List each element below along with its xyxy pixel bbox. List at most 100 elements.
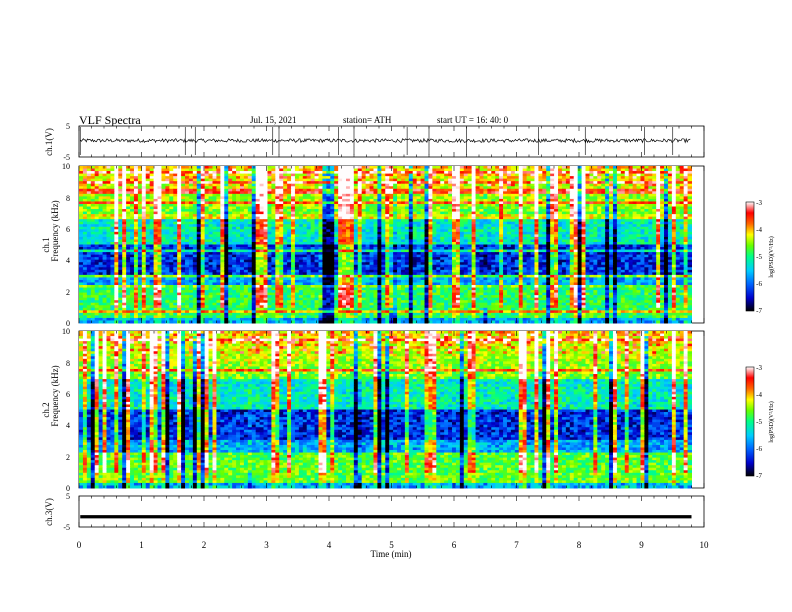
spectrogram-cell xyxy=(259,166,265,170)
spectrogram-cell xyxy=(377,181,382,185)
spectrogram-cell xyxy=(137,173,143,177)
spectrogram-cell xyxy=(365,188,371,192)
spectrogram-cell xyxy=(683,191,689,195)
spectrogram-cell xyxy=(585,183,590,187)
spectrogram-cell xyxy=(141,188,147,192)
spectrogram-cell xyxy=(349,193,355,197)
spectrogram-cell xyxy=(173,166,178,170)
spectrogram-cell xyxy=(251,178,257,182)
spectrogram-cell xyxy=(565,176,571,180)
spectrogram-cell xyxy=(683,181,689,185)
spectrogram-cell xyxy=(310,173,316,177)
spectrogram-cell xyxy=(381,186,386,190)
spectrogram-cell xyxy=(518,181,524,185)
spectrogram-cell xyxy=(236,166,241,170)
spectrogram-cell xyxy=(157,183,162,187)
spectrogram-cell xyxy=(459,181,465,185)
spectrogram-cell xyxy=(448,176,453,180)
spectrogram-cell xyxy=(322,168,327,172)
spectrogram-cell xyxy=(79,176,84,180)
date-label: Jul. 15, 2021 xyxy=(250,115,297,125)
spectrogram-cell xyxy=(345,168,351,172)
spectrogram-cell xyxy=(169,188,174,192)
spectrogram-cell xyxy=(161,191,166,195)
spectrogram-cell xyxy=(369,166,374,170)
spectrogram-cell xyxy=(86,183,92,187)
spectrogram-cell xyxy=(216,168,221,172)
spectrogram-cell xyxy=(471,166,477,170)
spectrogram-cell xyxy=(188,181,194,185)
spectrogram-cell xyxy=(550,173,555,177)
spectrogram-cell xyxy=(432,181,437,185)
spectrogram-cell xyxy=(620,181,626,185)
spectrogram-cell xyxy=(137,176,143,180)
spectrogram-cell xyxy=(275,168,280,172)
spectrogram-cell xyxy=(302,183,308,187)
spectrogram-cell xyxy=(216,186,221,190)
spectrogram-cell xyxy=(667,183,673,187)
spectrogram-cell xyxy=(550,168,555,172)
spectrogram-cell xyxy=(609,188,614,192)
spectrogram-cell xyxy=(577,171,583,175)
spectrogram-cell xyxy=(581,186,586,190)
spectrogram-cell xyxy=(385,176,390,180)
spectrogram-cell xyxy=(452,183,457,187)
spectrogram-cell xyxy=(185,183,190,187)
spectrogram-cell xyxy=(400,191,406,195)
spectrogram-cell xyxy=(503,171,508,175)
spectrogram-cell xyxy=(558,178,563,182)
spectrogram-cell xyxy=(106,166,111,170)
spectrogram-cell xyxy=(169,168,174,172)
spectrogram-cell xyxy=(664,181,669,185)
spectrogram-cell xyxy=(247,171,253,175)
spectrogram-cell xyxy=(522,166,528,170)
spectrogram-cell xyxy=(98,166,104,170)
spectrogram-cell xyxy=(322,186,327,190)
spectrogram-cell xyxy=(228,168,233,172)
spectrogram-cell xyxy=(208,173,213,177)
spectrogram-cell xyxy=(412,178,418,182)
spectrogram-cell xyxy=(220,173,225,177)
spectrogram-cell xyxy=(483,173,488,177)
spectrogram-cell xyxy=(263,173,268,177)
spectrogram-cell xyxy=(475,191,480,195)
spectrogram-cell xyxy=(597,168,602,172)
spectrogram-cell xyxy=(212,188,217,192)
spectrogram-cell xyxy=(377,168,382,172)
spectrogram-cell xyxy=(145,181,151,185)
spectrogram-cell xyxy=(334,186,339,190)
spectrogram-cell xyxy=(130,193,135,197)
spectrogram-cell xyxy=(687,191,692,195)
spectrogram-cell xyxy=(377,188,382,192)
spectrogram-cell xyxy=(161,176,166,180)
spectrogram-cell xyxy=(122,193,127,197)
spectrogram-cell xyxy=(538,188,543,192)
spectrogram-cell xyxy=(82,191,88,195)
spectrogram-cell xyxy=(683,183,689,187)
spectrogram-cell xyxy=(660,178,665,182)
spectrogram-cell xyxy=(667,188,673,192)
spectrogram-cell xyxy=(679,168,685,172)
spectrogram-cell xyxy=(302,178,308,182)
spectrogram-cell xyxy=(330,173,335,177)
spectrogram-cell xyxy=(534,181,539,185)
spectrogram-cell xyxy=(200,168,206,172)
spectrogram-cell xyxy=(361,178,367,182)
spectrogram-cell xyxy=(310,166,316,170)
spectrogram-cell xyxy=(589,178,594,182)
spectrogram-cell xyxy=(385,178,390,182)
spectrogram-cell xyxy=(467,188,473,192)
spectrogram-cell xyxy=(302,193,308,197)
spectrogram-cell xyxy=(318,171,323,175)
spectrogram-cell xyxy=(306,173,312,177)
spectrogram-cell xyxy=(632,186,638,190)
spectrogram-cell xyxy=(471,168,477,172)
spectrogram-cell xyxy=(660,166,665,170)
spectrogram-cell xyxy=(90,183,96,187)
spectrogram-cell xyxy=(247,166,253,170)
spectrogram-cell xyxy=(440,183,445,187)
spectrogram-cell xyxy=(573,181,579,185)
spectrogram-cell xyxy=(349,168,355,172)
spectrogram-cell xyxy=(114,178,119,182)
spectrogram-cell xyxy=(349,178,355,182)
